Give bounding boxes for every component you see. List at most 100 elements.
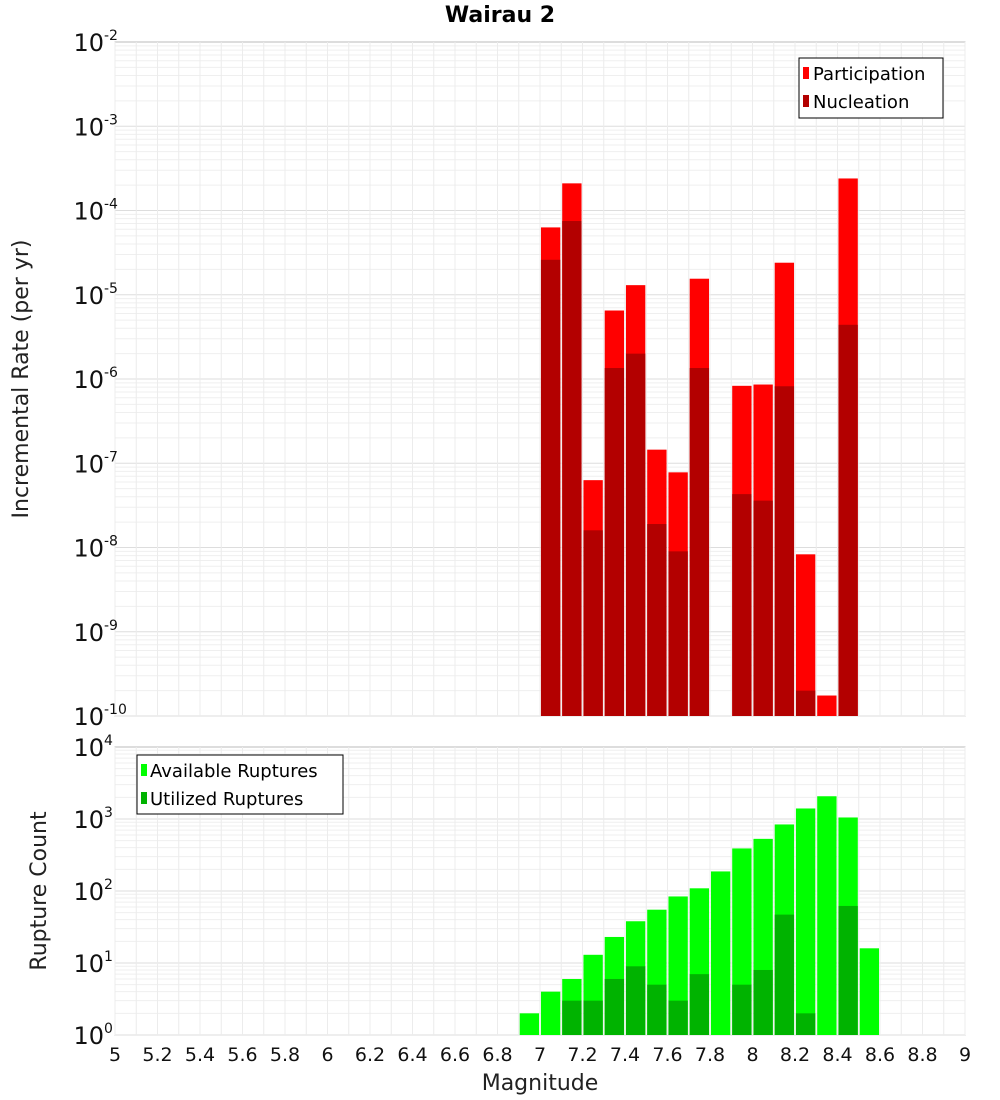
count-bar-utilized-ruptures xyxy=(668,1000,688,1035)
y-tick-label: 10 xyxy=(73,619,104,647)
x-tick-label: 5.4 xyxy=(185,1044,215,1066)
count-bar-utilized-ruptures xyxy=(583,1000,603,1035)
y-tick-label: 10 xyxy=(73,703,104,731)
y-tick-label: 10 xyxy=(73,734,104,762)
x-tick-label: 7.2 xyxy=(567,1044,597,1066)
y-tick-label: 10 xyxy=(73,113,104,141)
y-tick-exponent: 3 xyxy=(104,805,113,821)
y-tick-label: 10 xyxy=(73,806,104,834)
count-bar-available-ruptures xyxy=(519,1013,540,1035)
x-axis-label: Magnitude xyxy=(482,1071,599,1096)
rate-bar-nucleation xyxy=(668,551,688,716)
x-tick-label: 7.4 xyxy=(610,1044,640,1066)
rate-bar-nucleation xyxy=(625,353,646,716)
y-tick-label: 10 xyxy=(73,1022,104,1050)
count-bar-utilized-ruptures xyxy=(753,969,773,1035)
count-y-axis-label: Rupture Count xyxy=(27,811,52,971)
count-bar-utilized-ruptures xyxy=(732,984,752,1035)
legend-label-available: Available Ruptures xyxy=(150,761,318,782)
legend-swatch-utilized xyxy=(141,792,147,804)
count-bar-available-ruptures xyxy=(859,948,880,1035)
x-tick-label: 5.2 xyxy=(142,1044,172,1066)
y-tick-label: 10 xyxy=(73,282,104,310)
y-tick-exponent: -2 xyxy=(104,28,118,44)
y-tick-exponent: -3 xyxy=(104,112,118,128)
count-bar-available-ruptures xyxy=(710,871,731,1035)
x-tick-label: 8.8 xyxy=(907,1044,937,1066)
rate-bar-nucleation xyxy=(562,221,582,716)
y-tick-exponent: 0 xyxy=(104,1021,113,1037)
y-tick-exponent: 1 xyxy=(104,949,113,965)
legend-swatch-participation xyxy=(803,67,809,79)
x-tick-label: 7 xyxy=(534,1044,546,1066)
y-tick-exponent: -7 xyxy=(104,449,118,465)
x-tick-label: 6.8 xyxy=(482,1044,512,1066)
x-tick-label: 8.6 xyxy=(865,1044,895,1066)
count-bar-utilized-ruptures xyxy=(795,1013,816,1035)
x-tick-label: 7.6 xyxy=(652,1044,682,1066)
rate-bar-nucleation xyxy=(604,368,625,716)
x-tick-label: 6.2 xyxy=(355,1044,385,1066)
rate-bar-nucleation xyxy=(795,690,816,716)
legend-label-utilized: Utilized Ruptures xyxy=(150,789,303,810)
count-bar-utilized-ruptures xyxy=(689,974,710,1035)
rate-legend: Participation Nucleation xyxy=(798,57,944,119)
x-tick-label: 8.2 xyxy=(780,1044,810,1066)
count-legend-box xyxy=(136,754,344,815)
y-tick-label: 10 xyxy=(73,198,104,226)
y-tick-label: 10 xyxy=(73,450,104,478)
magnitude-tick-labels: 5 5.2 5.4 5.6 5.8 6 6.2 6.4 6.6 6.8 7 7.2 7.4 7.6 7.8 8… xyxy=(109,1044,971,1066)
count-bar-utilized-ruptures xyxy=(774,914,795,1035)
x-tick-label: 5.8 xyxy=(270,1044,300,1066)
y-tick-exponent: -5 xyxy=(104,281,118,297)
legend-swatch-nucleation xyxy=(803,95,809,107)
rate-gridlines xyxy=(114,42,966,717)
rate-bar-nucleation xyxy=(647,524,667,716)
y-tick-label: 10 xyxy=(73,29,104,57)
x-tick-label: 5.6 xyxy=(227,1044,257,1066)
rate-bar-nucleation xyxy=(583,530,603,716)
legend-swatch-available xyxy=(141,764,147,776)
y-tick-exponent: -10 xyxy=(104,702,127,718)
rate-bar-nucleation xyxy=(838,324,858,716)
rate-bar-nucleation xyxy=(732,494,752,716)
chart-title: Wairau 2 xyxy=(445,3,555,28)
y-tick-exponent: -6 xyxy=(104,365,118,381)
y-tick-label: 10 xyxy=(73,950,104,978)
count-bar-available-ruptures xyxy=(817,796,837,1035)
y-tick-label: 10 xyxy=(73,878,104,906)
count-bar-available-ruptures xyxy=(540,991,561,1035)
count-bar-available-ruptures xyxy=(668,896,688,1035)
y-tick-exponent: -9 xyxy=(104,618,118,634)
rate-bar-nucleation xyxy=(753,500,773,716)
count-bar-utilized-ruptures xyxy=(562,1000,582,1035)
count-bar-utilized-ruptures xyxy=(838,905,858,1035)
legend-label-participation: Participation xyxy=(813,64,925,85)
rate-legend-box xyxy=(798,57,944,119)
y-tick-exponent: -4 xyxy=(104,197,118,213)
x-tick-label: 5 xyxy=(109,1044,121,1066)
y-tick-exponent: 2 xyxy=(104,877,113,893)
rate-bar-nucleation xyxy=(774,386,795,716)
x-tick-label: 6.6 xyxy=(440,1044,470,1066)
count-bar-utilized-ruptures xyxy=(604,978,625,1035)
rate-bar-nucleation xyxy=(689,368,710,716)
rate-y-axis-label: Incremental Rate (per yr) xyxy=(9,240,34,519)
x-tick-label: 8.4 xyxy=(822,1044,852,1066)
count-bar-utilized-ruptures xyxy=(625,966,646,1035)
rate-bar-nucleation xyxy=(540,259,561,716)
rate-bars xyxy=(540,178,858,716)
y-tick-exponent: -8 xyxy=(104,534,118,550)
y-tick-label: 10 xyxy=(73,366,104,394)
x-tick-label: 6.4 xyxy=(397,1044,427,1066)
count-bars xyxy=(519,796,880,1035)
rate-bar-participation xyxy=(817,695,837,716)
x-tick-label: 8 xyxy=(746,1044,758,1066)
x-tick-label: 9 xyxy=(959,1044,971,1066)
x-tick-label: 6 xyxy=(321,1044,333,1066)
